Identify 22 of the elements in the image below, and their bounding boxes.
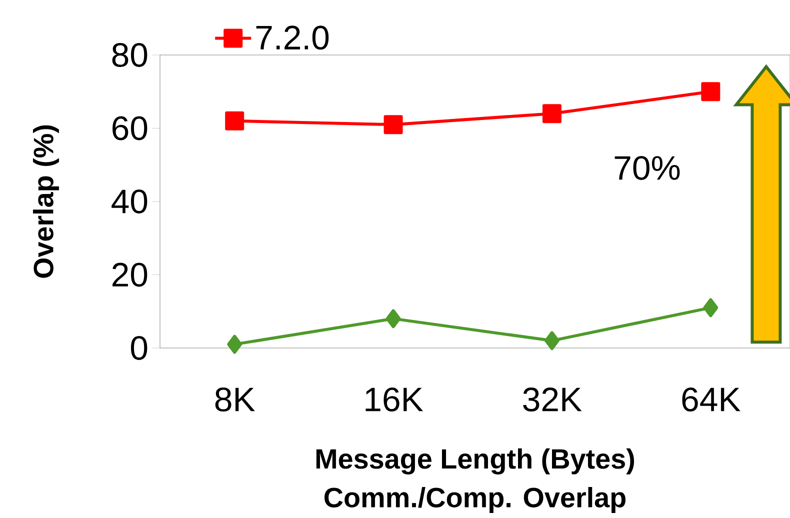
point <box>542 104 562 124</box>
annotation: 70% <box>614 156 680 180</box>
text: Comm./Comp. Overlap <box>324 486 626 513</box>
point <box>544 331 560 350</box>
point <box>384 115 403 134</box>
point <box>225 111 244 130</box>
y-tick-label: 60 <box>112 116 148 140</box>
y-axis-title: Overlap (%) <box>32 125 59 278</box>
y-tick-label: 40 <box>112 189 148 214</box>
legend-label: 7.2.0 <box>256 26 329 50</box>
y-tick-label: 80 <box>112 42 148 67</box>
x-tick-label: 8K <box>215 388 255 412</box>
x-tick-label: 64K <box>682 388 740 412</box>
x-tick-label: 32K <box>523 388 582 412</box>
point <box>227 334 242 354</box>
y-tick-label: 20 <box>112 262 148 287</box>
point <box>386 309 401 328</box>
point <box>703 298 718 318</box>
y-tick-label: 0 <box>130 336 148 360</box>
x-axis-title: Message Length (Bytes) <box>316 448 634 474</box>
point <box>701 82 720 102</box>
x-tick-label: 16K <box>366 388 424 412</box>
